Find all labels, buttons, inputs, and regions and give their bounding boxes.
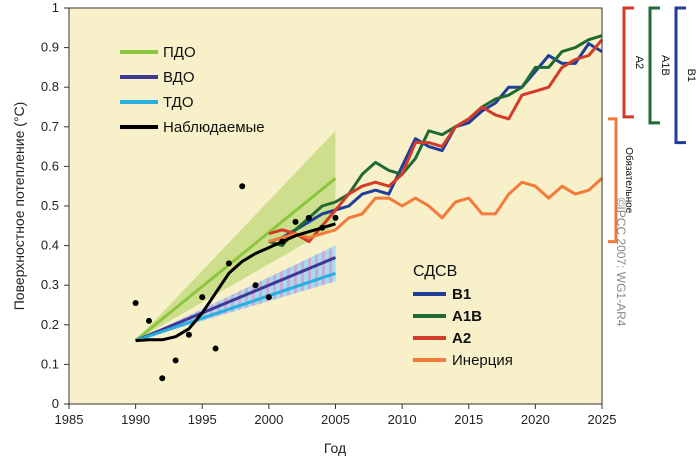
bracket-label-0: A2 (633, 56, 645, 69)
projection-lines (134, 177, 337, 343)
scenario-lines (268, 34, 604, 248)
legend-scenarios: СДСВ B1 A1B A2 Инерция (413, 263, 513, 369)
series-line-3 (268, 177, 604, 244)
bracket-label-1: A1B (659, 55, 671, 76)
x-tick-label-5: 2010 (388, 412, 417, 427)
y-tick-label-6: 0.6 (41, 158, 59, 173)
y-tick-label-7: 0.7 (41, 119, 59, 134)
observed-point-14 (319, 224, 326, 231)
series-line-0 (268, 42, 603, 244)
observed-point-12 (292, 218, 299, 225)
y-tick-label-2: 0.2 (41, 317, 59, 332)
y-tick-label-3: 0.3 (41, 277, 59, 292)
observed-point-3 (172, 357, 179, 364)
x-tick-label-1: 1990 (121, 412, 150, 427)
right-brackets: A2 A1B B1 Обязательное (608, 6, 697, 244)
bracket-3 (608, 117, 618, 244)
projection-bands (135, 130, 336, 341)
observed-point-4 (185, 331, 192, 338)
observed-point-11 (279, 238, 286, 245)
x-tick-label-3: 2000 (254, 412, 283, 427)
observed-point-0 (132, 300, 139, 307)
y-tick-label-9: 0.9 (41, 40, 59, 55)
observed-point-8 (239, 183, 246, 190)
observed-data (132, 183, 339, 382)
observed-smooth-line (135, 222, 336, 343)
x-tick-label-2: 1995 (188, 412, 217, 427)
y-tick-label-0: 0 (52, 396, 59, 411)
bracket-label-2: B1 (685, 69, 697, 82)
projection-line-0 (134, 177, 337, 342)
legend-scenarios-title: СДСВ (413, 263, 457, 280)
legend-label-1: ВДО (163, 69, 195, 86)
y-tick-label-10: 1 (52, 0, 59, 15)
observed-point-2 (159, 375, 166, 382)
legend-assessments: ПДО ВДО ТДО Наблюдаемые (120, 44, 265, 136)
band-2 (135, 245, 336, 341)
projection-line-2 (135, 271, 336, 343)
bracket-label-3: Обязательное (623, 147, 635, 213)
bracket-2 (674, 6, 686, 145)
observed-point-5 (199, 294, 206, 301)
scenario-label-2: A2 (452, 330, 471, 347)
scenario-label-0: B1 (452, 286, 471, 303)
x-tick-label-6: 2015 (454, 412, 483, 427)
scenario-label-1: A1B (452, 308, 482, 325)
scenario-label-3: Инерция (452, 352, 513, 369)
x-tick-label-0: 1985 (55, 412, 84, 427)
series-line-1 (268, 34, 603, 248)
band-0 (135, 130, 336, 341)
observed-point-6 (212, 345, 219, 352)
legend-label-0: ПДО (163, 44, 196, 61)
axes: 1985 1990 1995 2000 2005 2010 2015 2020 2025 0 0.1… (41, 0, 617, 427)
observed-point-9 (252, 282, 259, 289)
y-axis-label: Поверхностное потепление (°С) (11, 102, 27, 311)
x-tick-label-4: 2005 (321, 412, 350, 427)
observed-point-10 (265, 294, 272, 301)
y-tick-label-4: 0.4 (41, 238, 59, 253)
bracket-0 (622, 6, 634, 119)
projection-line-1 (135, 256, 337, 342)
y-tick-label-1: 0.1 (41, 356, 59, 371)
observed-point-15 (332, 214, 339, 221)
observed-point-13 (305, 214, 312, 221)
y-tick-label-8: 0.8 (41, 79, 59, 94)
legend-label-2: ТДО (163, 94, 194, 111)
x-tick-label-8: 2025 (588, 412, 617, 427)
x-tick-label-7: 2020 (521, 412, 550, 427)
y-tick-label-5: 0.5 (41, 198, 59, 213)
bracket-1 (648, 6, 660, 125)
x-axis-label: Год (324, 440, 346, 456)
series-line-2 (268, 38, 604, 244)
legend-label-3: Наблюдаемые (163, 119, 265, 136)
observed-point-7 (225, 260, 232, 267)
copyright: ©IPCC 2007: WG1-AR4 (614, 198, 628, 327)
observed-point-1 (145, 317, 152, 324)
